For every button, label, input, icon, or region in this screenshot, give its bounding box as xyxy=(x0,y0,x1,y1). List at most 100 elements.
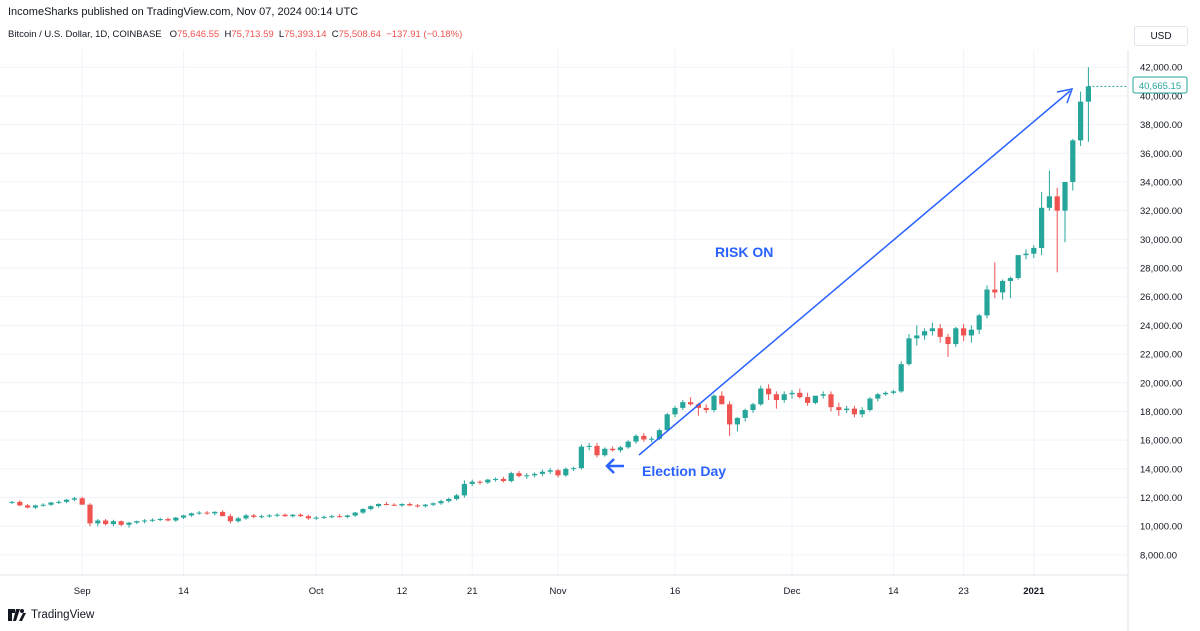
candle xyxy=(508,471,514,483)
candle-body xyxy=(812,395,818,403)
candle xyxy=(368,505,374,511)
candle-body xyxy=(758,388,764,405)
candle xyxy=(1031,245,1037,258)
candle-body xyxy=(859,410,865,415)
currency-button[interactable]: USD xyxy=(1134,26,1188,46)
candle-body xyxy=(929,328,935,332)
y-tick-label: 34,000.00 xyxy=(1140,177,1182,188)
candle-body xyxy=(313,517,319,519)
candle xyxy=(828,391,834,412)
candle-body xyxy=(165,519,171,521)
candle xyxy=(469,479,475,487)
y-tick-label: 26,000.00 xyxy=(1140,292,1182,303)
candle-body xyxy=(625,441,631,448)
candle xyxy=(992,262,998,299)
candle xyxy=(851,405,857,418)
candle-body xyxy=(149,519,155,521)
candle xyxy=(430,502,436,507)
candle-body xyxy=(142,520,148,522)
candle-body xyxy=(251,515,257,517)
candle xyxy=(820,391,826,399)
candle-body xyxy=(711,395,717,411)
candle-body xyxy=(937,328,943,337)
candle xyxy=(1062,181,1068,243)
candle xyxy=(87,503,93,527)
candle-body xyxy=(290,514,296,517)
candle xyxy=(524,473,530,479)
candle-body xyxy=(789,392,795,395)
candle xyxy=(555,468,561,478)
candle-body xyxy=(890,391,896,393)
candle xyxy=(875,392,881,402)
candle xyxy=(773,391,779,409)
candle-body xyxy=(415,505,421,507)
footer-brand-label: TradingView xyxy=(31,609,95,621)
candle-body xyxy=(274,514,280,516)
candle-body xyxy=(610,448,616,451)
candle-body xyxy=(703,407,709,411)
candle-body xyxy=(516,473,522,477)
candle xyxy=(110,519,116,527)
candle xyxy=(750,402,756,413)
candle xyxy=(313,516,319,520)
candle-body xyxy=(204,512,210,514)
candle xyxy=(1070,138,1076,191)
x-tick-label: 12 xyxy=(397,586,408,597)
risk-on-arrow xyxy=(638,88,1074,456)
candle xyxy=(805,392,811,406)
candle xyxy=(929,322,935,336)
candle xyxy=(438,499,444,505)
candle-body xyxy=(64,499,70,502)
candle xyxy=(937,323,943,343)
candle-body xyxy=(391,504,397,506)
candle xyxy=(181,514,187,520)
candle-body xyxy=(906,338,912,365)
candle xyxy=(48,501,54,507)
candle-body xyxy=(1070,140,1076,182)
candle xyxy=(898,361,904,393)
candle-body xyxy=(820,394,826,396)
candle-body xyxy=(875,394,881,399)
candle-body xyxy=(617,447,623,451)
candle xyxy=(118,520,124,527)
candle xyxy=(157,517,163,522)
candle-body xyxy=(79,498,85,505)
candle-body xyxy=(56,501,62,503)
candle-body xyxy=(867,398,873,411)
candle-body xyxy=(773,394,779,400)
y-tick-label: 10,000.00 xyxy=(1140,522,1182,533)
candle-body xyxy=(227,516,233,522)
candle xyxy=(890,389,896,395)
candle-body xyxy=(836,407,842,411)
trend-arrow-head xyxy=(1056,88,1074,104)
footer-brand: TradingView xyxy=(8,609,94,621)
candle-body xyxy=(750,404,756,411)
candle xyxy=(64,498,70,504)
candle xyxy=(337,514,343,518)
candle xyxy=(235,516,241,523)
candle xyxy=(196,511,202,515)
candle-body xyxy=(173,517,179,521)
candle xyxy=(407,502,413,507)
candle-body xyxy=(563,468,569,476)
candle xyxy=(1046,170,1052,211)
candle xyxy=(493,477,499,482)
candle-body xyxy=(727,404,733,425)
candle xyxy=(672,405,678,418)
y-tick-label: 16,000.00 xyxy=(1140,436,1182,447)
candle xyxy=(500,476,506,483)
candle-body xyxy=(181,515,187,518)
candle xyxy=(844,405,850,413)
candle-body xyxy=(695,404,701,408)
candle-body xyxy=(235,518,241,522)
candle-body xyxy=(968,329,974,336)
candle-body xyxy=(103,520,109,525)
candle-body xyxy=(25,505,31,508)
candle-body xyxy=(1000,280,1006,293)
candle-body xyxy=(851,408,857,415)
y-tick-label: 38,000.00 xyxy=(1140,120,1182,131)
candle-body xyxy=(321,516,327,518)
candle-body xyxy=(602,448,608,456)
ohlc-close: C75,508.64 xyxy=(331,29,381,40)
